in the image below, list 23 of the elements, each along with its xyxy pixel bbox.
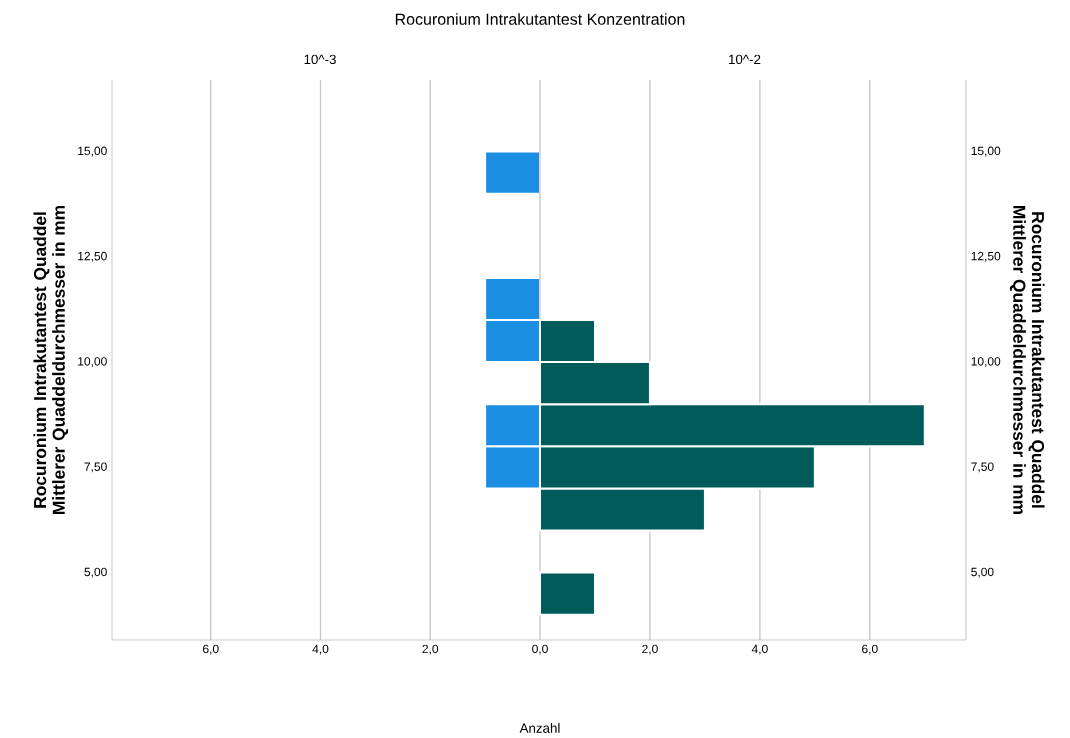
y-tick-label: 5,00: [84, 567, 107, 578]
chart-title: Rocuronium Intrakutantest Konzentration: [395, 13, 685, 25]
y-tick-label: 5,00: [971, 567, 994, 578]
y-tick-label: 10,00: [78, 357, 107, 368]
y-tick-label: 12,50: [971, 251, 1001, 262]
x-tick-label: 6,0: [203, 644, 219, 655]
x-tick-label: 0,0: [532, 644, 548, 655]
y-tick-label: 15,00: [971, 146, 1001, 157]
y-tick-label: 15,00: [78, 146, 107, 157]
x-tick-label: 6,0: [862, 644, 878, 655]
chart-subtitle: 10^-3: [304, 54, 336, 65]
y-tick-label: 12,50: [78, 251, 107, 262]
y-tick-label: 7,50: [971, 462, 994, 473]
y2-axis-title: Rocuronium Intrakutantest Quaddel Mittlerer Quaddeldurchmesser in mm: [1009, 206, 1045, 514]
x-tick-label: 2,0: [422, 644, 439, 655]
y-tick-label: 10,00: [971, 357, 1001, 368]
y-tick-label: 7,50: [84, 462, 107, 473]
x-tick-label: 2,0: [642, 644, 658, 655]
chart-title: 10^-2: [729, 54, 761, 65]
x-tick-label: 4,0: [751, 644, 768, 655]
y-axis-title: Rocuronium Intrakutantest Quaddel Mittlerer Quaddeldurchmesser in mm: [33, 206, 69, 514]
x-axis-title: Anzahl: [519, 723, 560, 733]
x-tick-label: 4,0: [312, 644, 329, 655]
